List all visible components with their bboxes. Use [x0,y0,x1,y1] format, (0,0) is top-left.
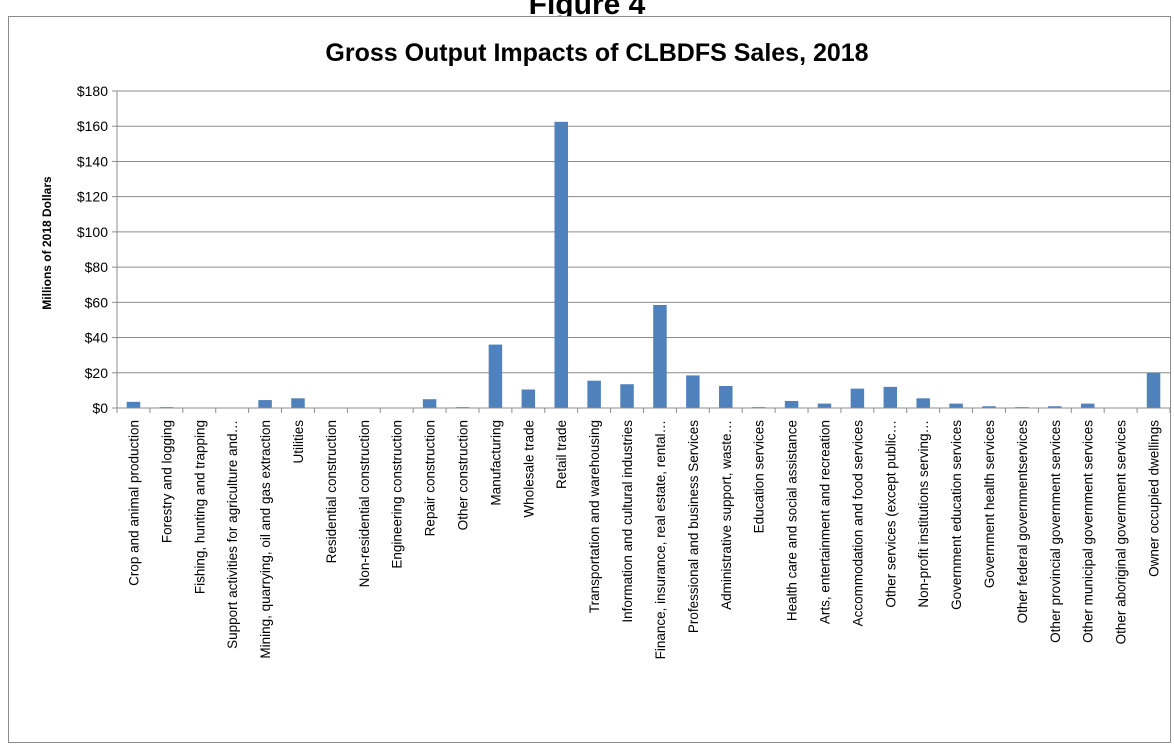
x-tick-label: Fishing, hunting and trapping [192,420,207,594]
x-tick-label: Retail trade [554,420,569,489]
x-tick-label: Professional and business Services [686,420,701,633]
x-tick-label: Transportation and warehousing [587,420,602,613]
x-tick-label: Utilities [291,420,306,464]
y-tick-label: $120 [77,189,108,205]
bar [488,344,503,408]
chart-title: Gross Output Impacts of CLBDFS Sales, 20… [325,39,868,67]
y-tick-label: $60 [85,294,109,310]
chart-frame [8,16,1171,743]
bar [1146,372,1161,408]
x-tick-label: Non-residential construction [357,420,372,587]
x-tick-label: Education services [752,420,767,534]
x-tick-label: Residential construction [324,420,339,563]
x-tick-label: Owner occupied dwellings [1147,420,1162,577]
y-tick-label: $140 [77,153,108,169]
figure-label: Figure 4 [528,0,646,21]
bar [620,384,634,408]
bar [1048,406,1062,408]
x-tick-label: Other construction [456,420,471,530]
bar [554,121,568,408]
bar [982,406,996,408]
x-tick-label: Forestry and logging [159,420,174,543]
y-tick-label: $100 [77,224,108,240]
bar [916,398,930,408]
x-tick-label: Other municipal government services [1081,420,1096,643]
x-tick-label: Administrative support, waste… [719,420,734,610]
bar [784,400,799,408]
x-tick-label: Wholesale trade [521,420,536,518]
bar [653,304,667,408]
x-tick-label: Support activities for agriculture and… [225,420,240,649]
bar [126,401,141,408]
bar [422,399,437,408]
x-tick-label: Non-profit institutions serving… [916,420,931,608]
x-tick-label: Government health services [982,420,997,588]
bar [521,389,536,408]
bar [719,385,733,408]
x-tick-label: Health care and social assistance [785,420,800,621]
y-tick-label: $160 [77,118,108,134]
x-tick-label: Other aboriginal government services [1114,420,1129,645]
x-tick-label: Information and cultural industries [620,420,635,623]
x-tick-label: Manufacturing [488,420,503,506]
bar [291,398,305,408]
x-tick-label: Repair construction [423,420,438,536]
bar [850,388,865,408]
bar [587,380,601,408]
y-tick-label: $0 [92,400,108,416]
y-tick-label: $180 [77,83,108,99]
bar [1080,403,1095,408]
x-tick-label: Crop and animal production [126,420,141,586]
y-tick-label: $40 [85,330,109,346]
x-tick-label: Finance, insurance, real estate, rental… [653,420,668,659]
x-tick-label: Arts, entertainment and recreation [817,420,832,624]
x-tick-label: Government education services [949,420,964,610]
x-tick-label: Other provincial government services [1048,420,1063,643]
bar [883,386,898,408]
y-tick-label: $20 [85,365,109,381]
x-tick-label: Accommodation and food services [850,420,865,627]
y-tick-label: $80 [85,259,109,275]
bar [686,375,700,408]
bar [949,403,963,408]
x-tick-label: Engineering construction [390,420,405,569]
x-tick-label: Other federal governmentservices [1015,420,1030,624]
x-tick-label: Other services (except public… [883,420,898,608]
bar [258,400,272,408]
y-axis-label: Millions of 2018 Dollars [40,176,54,310]
bar [817,403,832,408]
x-tick-label: Mining, quarrying, oil and gas extractio… [258,420,273,659]
